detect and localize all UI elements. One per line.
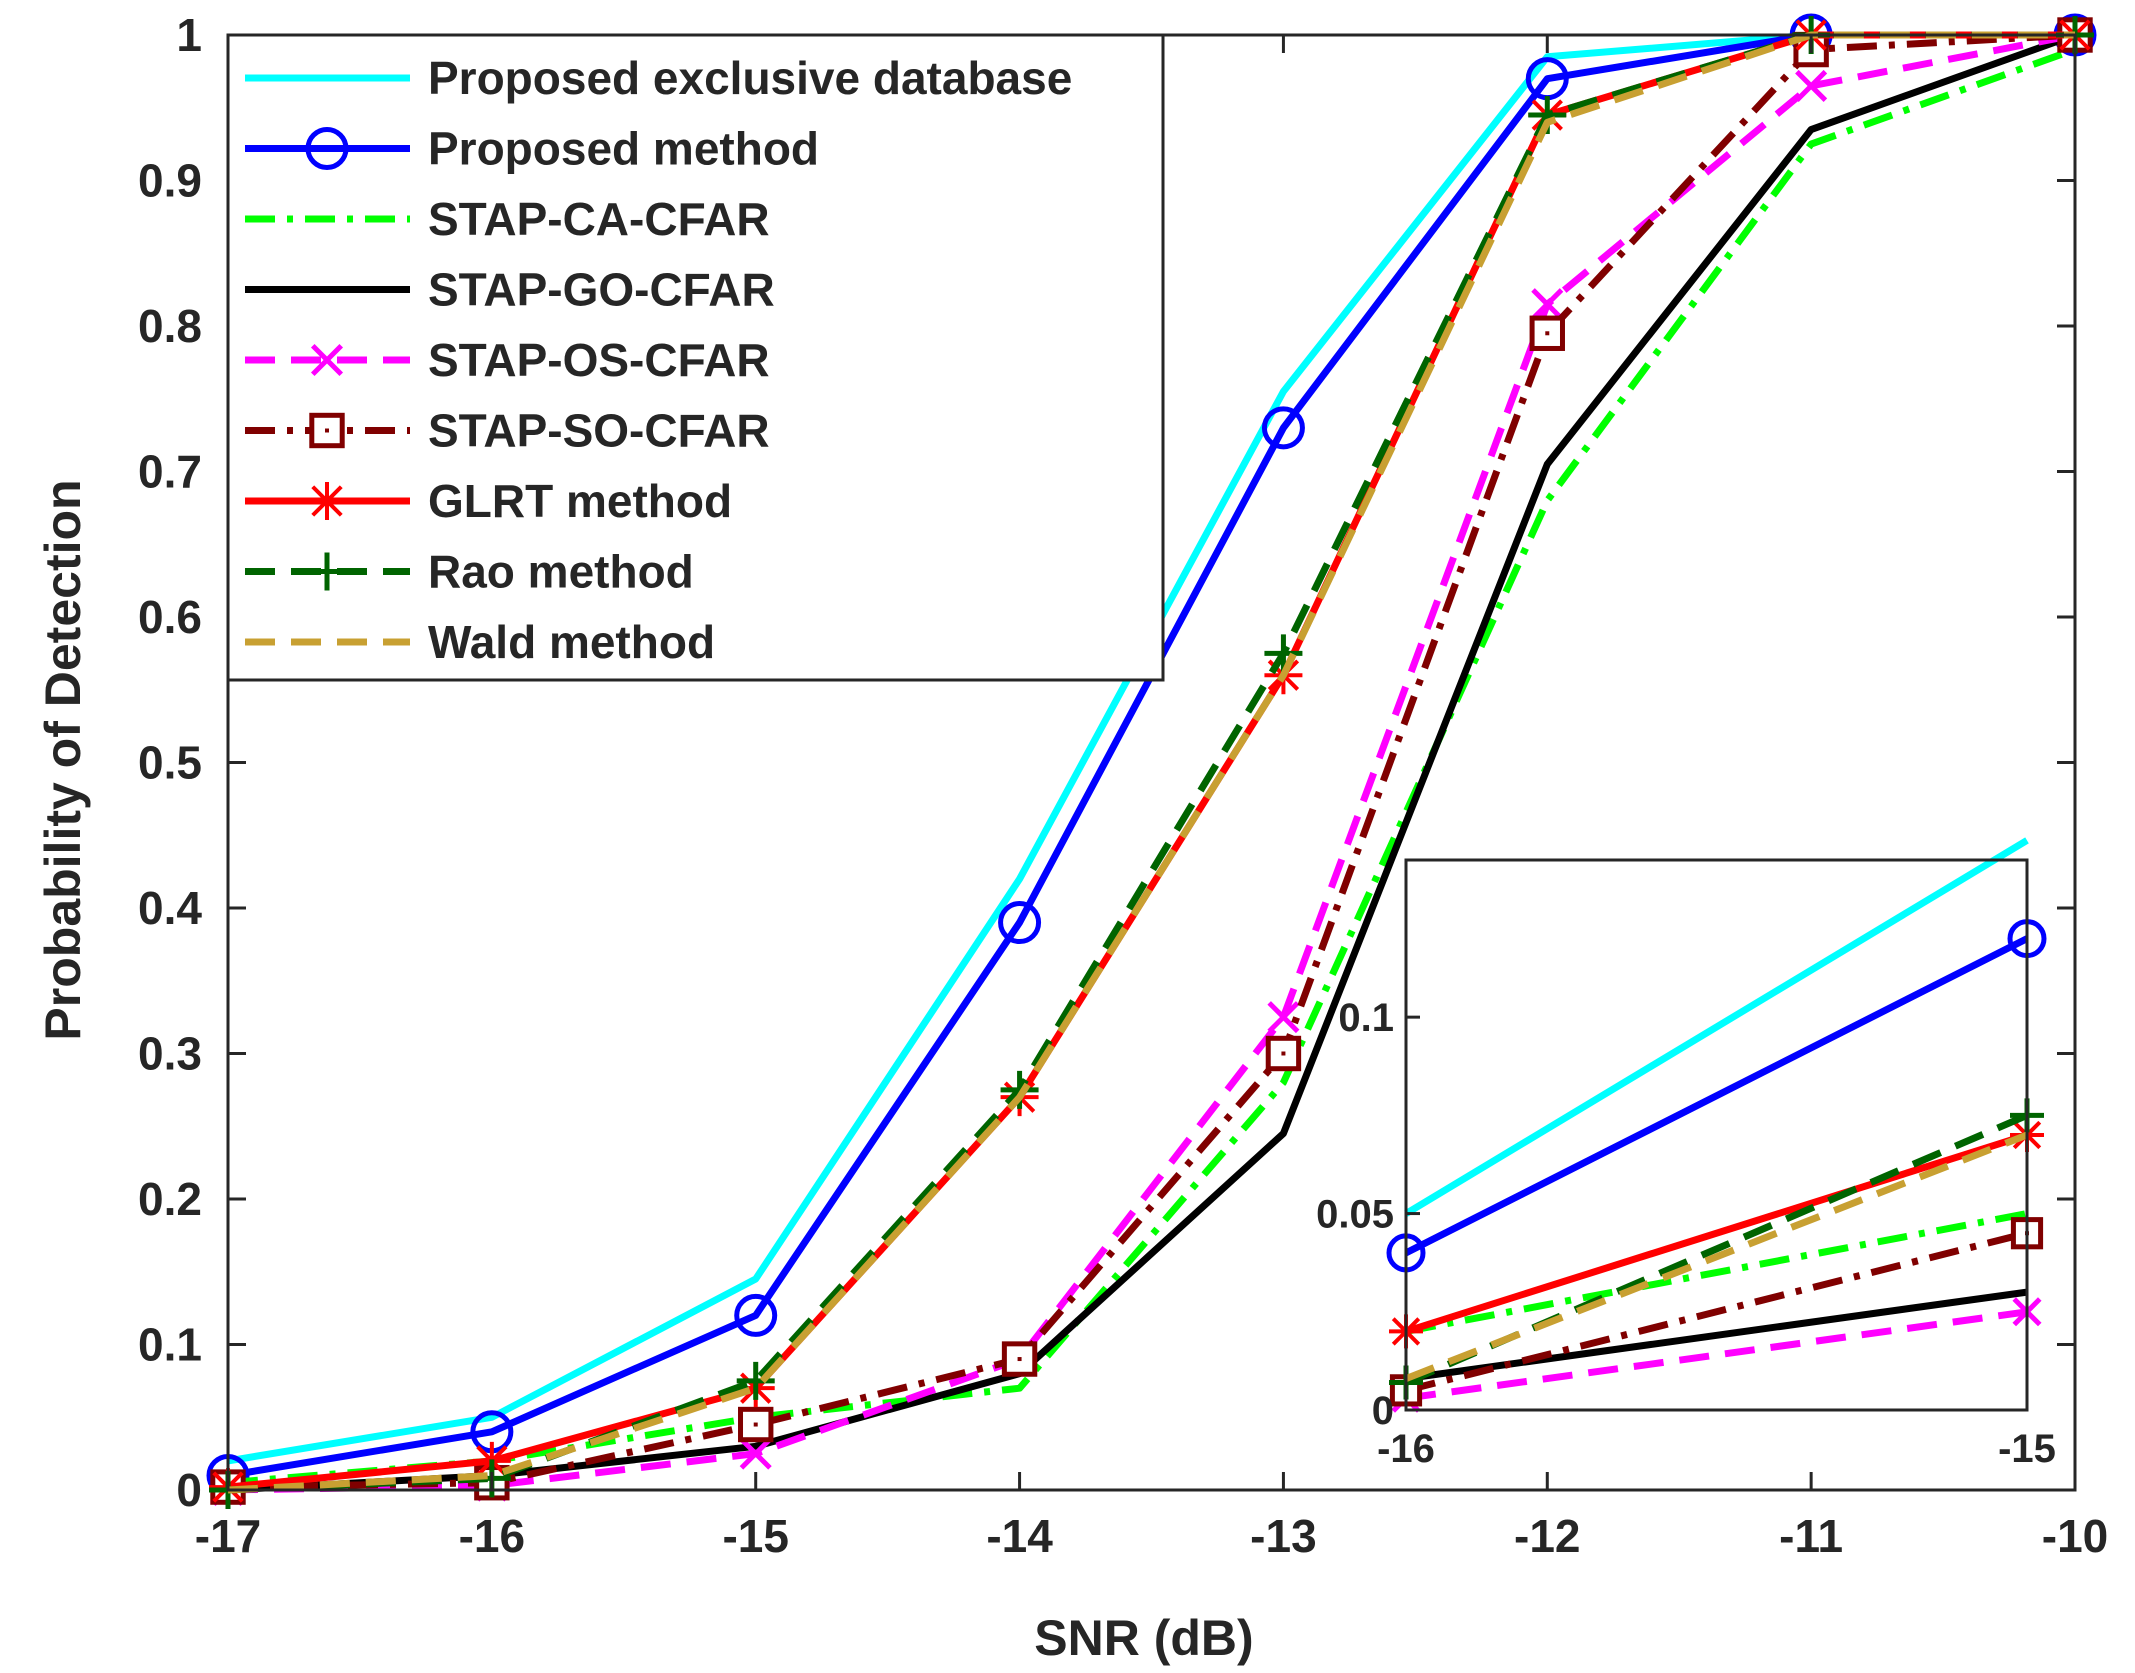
- legend-item-stap-so-cfar: STAP-SO-CFAR: [245, 405, 770, 457]
- series-line-stap-so-cfar: [227, 31, 2076, 1491]
- series-line-wald-method: [227, 31, 2075, 1494]
- legend-item-rao-method: Rao method: [245, 546, 694, 598]
- data-point-stap-os-cfar: [1795, 69, 1828, 102]
- y-tick-label: 0.5: [138, 737, 202, 789]
- data-point-rao-method: [1264, 634, 1303, 673]
- data-point-proposed-method: [734, 1293, 778, 1337]
- legend-item-glrt-method: GLRT method: [245, 475, 732, 527]
- legend-marker: [308, 482, 346, 520]
- x-tick-label: -15: [722, 1510, 788, 1562]
- data-point-stap-so-cfar: [1001, 1341, 1038, 1377]
- y-tick-label: 0.1: [138, 1319, 202, 1371]
- data-point-stap-os-cfar: [1531, 288, 1564, 321]
- inset-line-stap-os-cfar: [1405, 1308, 2028, 1402]
- legend-item-wald-method: Wald method: [245, 616, 715, 668]
- series-line-stap-os-cfar: [227, 31, 2076, 1494]
- y-tick-label: 0.8: [138, 300, 202, 352]
- inset-line-wald-method: [1404, 1131, 2029, 1382]
- legend-label: STAP-CA-CFAR: [428, 193, 770, 245]
- data-point-rao-method: [736, 1361, 775, 1400]
- legend-item-stap-os-cfar: STAP-OS-CFAR: [245, 334, 770, 386]
- data-point-stap-os-cfar: [739, 1437, 772, 1470]
- legend-item-proposed-method: Proposed method: [245, 123, 819, 175]
- legend-item-proposed-exclusive-database: Proposed exclusive database: [245, 52, 1072, 104]
- inset-series-proposed-exclusive-database: [1404, 837, 2029, 1217]
- inset-y-tick-label: 0.05: [1316, 1193, 1394, 1237]
- inset-series-wald-method: [1404, 1131, 2029, 1382]
- series-stap-ca-cfar: [227, 46, 2077, 1487]
- y-tick-label: 0.3: [138, 1028, 202, 1080]
- inset-line-glrt-method: [1404, 1131, 2029, 1335]
- inset-frame: [1404, 858, 2029, 1412]
- data-point-rao-method: [1000, 1070, 1039, 1109]
- data-point-proposed-method: [1261, 406, 1305, 450]
- series-line-stap-ca-cfar: [227, 46, 2077, 1487]
- y-tick-label: 1: [176, 9, 202, 61]
- legend-label: Rao method: [428, 546, 694, 598]
- legend-label: GLRT method: [428, 475, 732, 527]
- legend-label: STAP-GO-CFAR: [428, 264, 775, 316]
- inset-plot: [1386, 837, 2047, 1413]
- legend-label: Proposed exclusive database: [428, 52, 1072, 104]
- inset-y-tick-label: 0.1: [1338, 996, 1394, 1040]
- series-wald-method: [227, 31, 2075, 1494]
- x-tick-label: -12: [1514, 1510, 1580, 1562]
- x-axis-label: SNR (dB): [1034, 1610, 1253, 1666]
- legend-label: STAP-OS-CFAR: [428, 334, 770, 386]
- inset-x-tick-label: -15: [1998, 1427, 2056, 1471]
- x-tick-label: -16: [459, 1510, 525, 1562]
- legend-marker: [305, 127, 349, 170]
- x-tick-label: -11: [1779, 1510, 1843, 1562]
- y-tick-label: 0.7: [138, 446, 202, 498]
- y-tick-label: 0.6: [138, 591, 202, 643]
- x-tick-label: -13: [1250, 1510, 1316, 1562]
- legend-item-stap-go-cfar: STAP-GO-CFAR: [245, 264, 775, 316]
- data-point-proposed-method: [998, 901, 1042, 945]
- legend: Proposed exclusive database Proposed meth…: [226, 33, 1165, 682]
- inset-series-stap-ca-cfar: [1405, 1210, 2028, 1335]
- inset-line-proposed-exclusive-database: [1404, 837, 2029, 1217]
- legend-label: Proposed method: [428, 123, 819, 175]
- legend-label: Wald method: [428, 616, 715, 668]
- legend-marker: [310, 343, 344, 377]
- x-tick-label: -14: [986, 1510, 1053, 1562]
- y-tick-label: 0.9: [138, 155, 202, 207]
- data-point-stap-os-cfar: [1267, 1001, 1300, 1034]
- y-tick-label: 0.2: [138, 1173, 202, 1225]
- y-tick-label: 0.4: [138, 882, 202, 934]
- x-tick-label: -17: [195, 1510, 261, 1562]
- y-axis-label: Probability of Detection: [35, 479, 91, 1040]
- legend-item-stap-ca-cfar: STAP-CA-CFAR: [245, 193, 770, 245]
- inset-line-proposed-method: [1404, 935, 2029, 1257]
- inset-x-tick-label: -16: [1377, 1427, 1435, 1471]
- inset-line-stap-ca-cfar: [1405, 1210, 2028, 1335]
- legend-label: STAP-SO-CFAR: [428, 405, 770, 457]
- inset-line-stap-so-cfar: [1405, 1229, 2028, 1394]
- legend-marker: [308, 552, 346, 591]
- inset-y-tick-label: 0: [1372, 1389, 1394, 1433]
- x-tick-label: -10: [2042, 1510, 2108, 1562]
- y-tick-label: 0: [176, 1464, 202, 1516]
